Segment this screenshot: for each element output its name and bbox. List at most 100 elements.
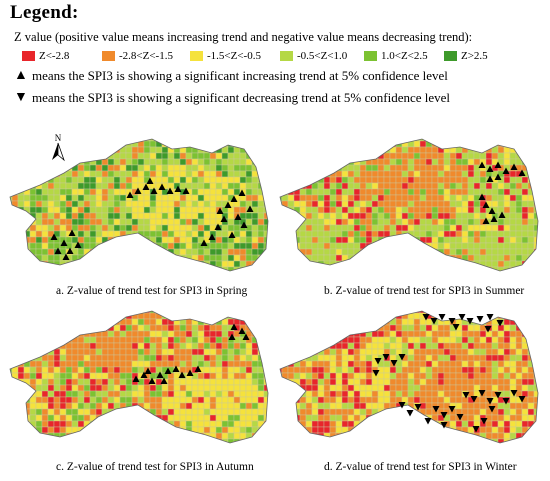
significant-increase-marker bbox=[50, 233, 58, 240]
significant-decrease-marker bbox=[414, 404, 422, 411]
north-arrow: N bbox=[48, 132, 68, 162]
legend-decreasing-row: ▼ means the SPI3 is showing a significan… bbox=[14, 90, 450, 106]
caption-autumn: c. Z-value of trend test for SPI3 in Aut… bbox=[56, 461, 254, 473]
significant-increase-marker bbox=[142, 183, 150, 190]
significant-increase-marker bbox=[146, 177, 154, 184]
significant-decrease-marker bbox=[438, 314, 446, 321]
significant-increase-marker bbox=[194, 365, 202, 372]
significant-decrease-marker bbox=[452, 324, 460, 331]
legend-class-1: Z<-2.8 bbox=[22, 50, 69, 62]
significant-increase-marker bbox=[148, 377, 156, 384]
significant-increase-marker bbox=[240, 221, 248, 228]
legend-class-label-3: -1.5<Z<-0.5 bbox=[207, 50, 261, 62]
significant-increase-marker bbox=[182, 187, 190, 194]
legend-decreasing-text: means the SPI3 is showing a significant … bbox=[32, 90, 451, 105]
caption-summer: b. Z-value of trend test for SPI3 in Sum… bbox=[324, 285, 525, 297]
legend-increasing-text: means the SPI3 is showing a significant … bbox=[32, 68, 448, 83]
significant-decrease-marker bbox=[382, 354, 390, 361]
significant-increase-marker bbox=[230, 323, 238, 330]
significant-decrease-marker bbox=[466, 318, 474, 325]
north-arrow-icon: N bbox=[52, 133, 65, 162]
caption-winter: d. Z-value of trend test for SPI3 in Win… bbox=[324, 461, 517, 473]
map-panel-winter: d. Z-value of trend test for SPI3 in Win… bbox=[276, 297, 546, 473]
significant-decrease-marker bbox=[478, 390, 486, 397]
significant-increase-marker bbox=[224, 201, 232, 208]
legend-class-label-6: Z>2.5 bbox=[461, 50, 488, 62]
grid-cells bbox=[280, 311, 538, 443]
significant-increase-marker bbox=[200, 239, 208, 246]
significant-decrease-marker bbox=[398, 354, 406, 361]
significant-increase-marker bbox=[234, 213, 242, 220]
significant-decrease-marker bbox=[372, 370, 380, 377]
significant-increase-marker bbox=[214, 223, 222, 230]
significant-increase-marker bbox=[238, 327, 246, 334]
basin-outline bbox=[279, 310, 539, 444]
significant-increase-marker bbox=[156, 371, 164, 378]
legend-swatch-1 bbox=[22, 51, 35, 61]
significant-increase-marker bbox=[230, 195, 238, 202]
legend-swatch-3 bbox=[190, 51, 203, 61]
basin-outline bbox=[279, 138, 539, 272]
significant-decrease-marker bbox=[398, 402, 406, 409]
significant-increase-marker bbox=[482, 201, 490, 208]
significant-increase-marker bbox=[228, 333, 236, 340]
significant-increase-marker bbox=[208, 233, 216, 240]
triangle-up-icon: ▲ bbox=[14, 68, 28, 83]
significant-increase-marker bbox=[518, 169, 526, 176]
map-spring bbox=[9, 138, 269, 272]
legend-class-5: 1.0<Z<2.5 bbox=[364, 50, 428, 62]
caption-spring: a. Z-value of trend test for SPI3 in Spr… bbox=[56, 285, 248, 297]
significant-decrease-marker bbox=[472, 426, 480, 433]
legend-class-label-2: -2.8<Z<-1.5 bbox=[119, 50, 173, 62]
significant-increase-marker bbox=[486, 175, 494, 182]
significant-increase-marker bbox=[482, 217, 490, 224]
significant-decrease-marker bbox=[484, 326, 492, 333]
significant-increase-marker bbox=[494, 161, 502, 168]
significant-increase-marker bbox=[158, 183, 166, 190]
significant-decrease-marker bbox=[458, 314, 466, 321]
significant-decrease-marker bbox=[448, 406, 456, 413]
significant-decrease-marker bbox=[424, 418, 432, 425]
significant-decrease-marker bbox=[406, 410, 414, 417]
significant-decrease-marker bbox=[448, 318, 456, 325]
significant-increase-marker bbox=[140, 371, 148, 378]
significant-increase-marker bbox=[242, 333, 250, 340]
significant-decrease-marker bbox=[470, 396, 478, 403]
significant-decrease-marker bbox=[390, 360, 398, 367]
north-label: N bbox=[55, 133, 62, 143]
map-summer bbox=[279, 138, 539, 272]
triangle-down-icon: ▼ bbox=[14, 90, 28, 105]
significant-increase-marker bbox=[174, 185, 182, 192]
legend-description: Z value (positive value means increasing… bbox=[14, 30, 473, 44]
legend-class-label-4: -0.5<Z<1.0 bbox=[297, 50, 348, 62]
legend-class-3: -1.5<Z<-0.5 bbox=[190, 50, 261, 62]
significant-decrease-marker bbox=[476, 316, 484, 323]
significant-decrease-marker bbox=[440, 412, 448, 419]
significant-decrease-marker bbox=[440, 422, 448, 429]
significant-increase-marker bbox=[486, 165, 494, 172]
significant-increase-marker bbox=[238, 189, 246, 196]
significant-decrease-marker bbox=[374, 358, 382, 365]
significant-decrease-marker bbox=[486, 398, 494, 405]
significant-decrease-marker bbox=[422, 314, 430, 321]
significant-increase-marker bbox=[510, 163, 518, 170]
significant-decrease-marker bbox=[430, 318, 438, 325]
legend-swatch-6 bbox=[444, 51, 457, 61]
significant-decrease-marker bbox=[462, 392, 470, 399]
significant-increase-marker bbox=[186, 369, 194, 376]
legend-swatch-5 bbox=[364, 51, 377, 61]
significant-decrease-marker bbox=[432, 406, 440, 413]
significant-increase-marker bbox=[494, 173, 502, 180]
significant-decrease-marker bbox=[480, 418, 488, 425]
significant-decrease-marker bbox=[510, 390, 518, 397]
legend-swatch-2 bbox=[102, 51, 115, 61]
significant-increase-marker bbox=[62, 253, 70, 260]
significant-increase-marker bbox=[178, 371, 186, 378]
significant-decrease-marker bbox=[494, 392, 502, 399]
significant-increase-marker bbox=[478, 161, 486, 168]
significant-increase-marker bbox=[68, 229, 76, 236]
legend-swatch-4 bbox=[280, 51, 293, 61]
basin-outline bbox=[9, 310, 269, 444]
significant-increase-marker bbox=[172, 365, 180, 372]
significant-increase-marker bbox=[150, 187, 158, 194]
